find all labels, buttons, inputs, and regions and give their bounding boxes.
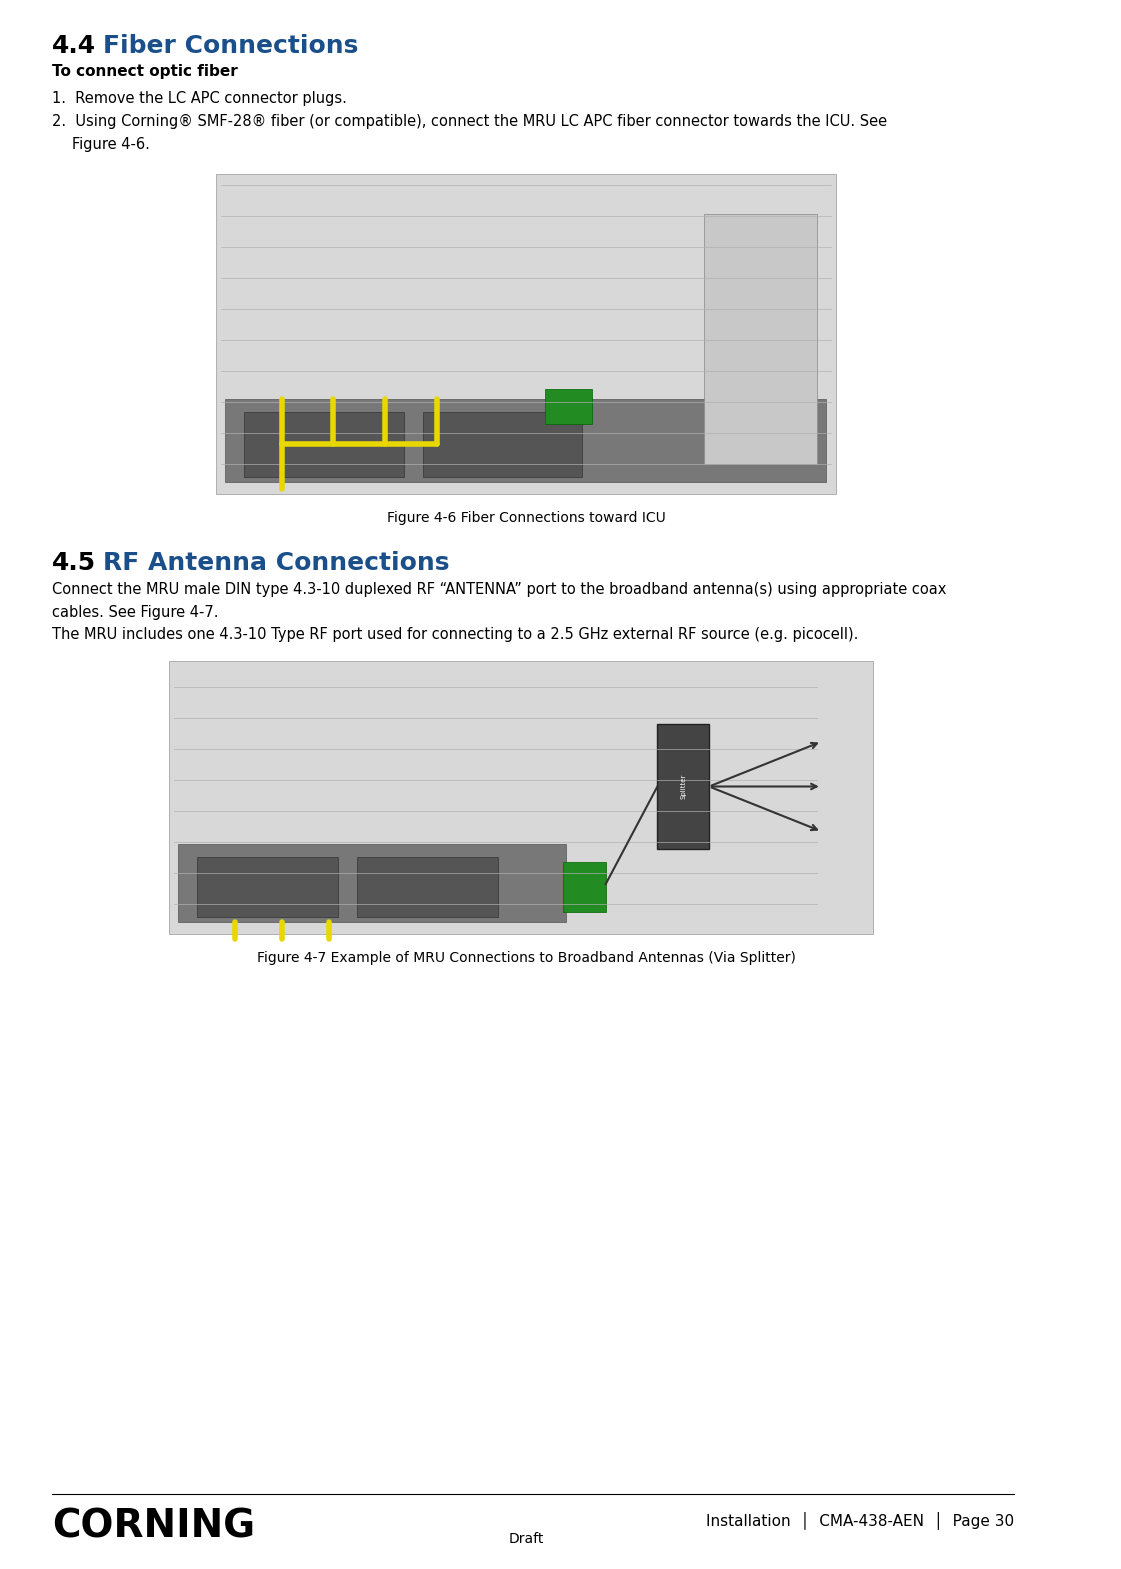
Text: 4.4: 4.4 <box>52 35 95 58</box>
Text: Splitter: Splitter <box>680 774 686 799</box>
Text: Installation  │  CMA-438-AEN  │  Page 30: Installation │ CMA-438-AEN │ Page 30 <box>706 1511 1015 1528</box>
Text: Fiber Connections: Fiber Connections <box>103 35 359 58</box>
Text: Figure 4-6 Fiber Connections toward ICU: Figure 4-6 Fiber Connections toward ICU <box>387 511 666 526</box>
FancyBboxPatch shape <box>423 413 582 477</box>
FancyBboxPatch shape <box>356 857 498 916</box>
FancyBboxPatch shape <box>704 213 817 464</box>
FancyBboxPatch shape <box>178 844 566 923</box>
Text: 2.  Using Corning® SMF-28® fiber (or compatible), connect the MRU LC APC fiber c: 2. Using Corning® SMF-28® fiber (or comp… <box>52 115 887 129</box>
Text: RF Antenna Connections: RF Antenna Connections <box>103 551 450 574</box>
FancyBboxPatch shape <box>225 399 826 482</box>
FancyBboxPatch shape <box>545 389 592 424</box>
Text: 4.5: 4.5 <box>52 551 95 574</box>
Text: Draft: Draft <box>509 1531 544 1545</box>
FancyBboxPatch shape <box>197 857 339 916</box>
Text: CORNING: CORNING <box>52 1508 254 1545</box>
Text: Connect the MRU male DIN type 4.3-10 duplexed RF “ANTENNA” port to the broadband: Connect the MRU male DIN type 4.3-10 dup… <box>52 582 946 596</box>
Text: Figure 4-6.: Figure 4-6. <box>73 137 150 152</box>
FancyBboxPatch shape <box>564 861 605 912</box>
Text: 1.  Remove the LC APC connector plugs.: 1. Remove the LC APC connector plugs. <box>52 91 346 107</box>
Text: Figure 4-7 Example of MRU Connections to Broadband Antennas (Via Splitter): Figure 4-7 Example of MRU Connections to… <box>257 951 796 965</box>
Text: To connect optic fiber: To connect optic fiber <box>52 64 238 78</box>
FancyBboxPatch shape <box>216 174 836 494</box>
FancyBboxPatch shape <box>244 413 404 477</box>
FancyBboxPatch shape <box>657 723 710 849</box>
FancyBboxPatch shape <box>169 661 873 934</box>
Text: The MRU includes one 4.3-10 Type RF port used for connecting to a 2.5 GHz extern: The MRU includes one 4.3-10 Type RF port… <box>52 628 858 642</box>
Text: cables. See Figure 4-7.: cables. See Figure 4-7. <box>52 606 219 620</box>
